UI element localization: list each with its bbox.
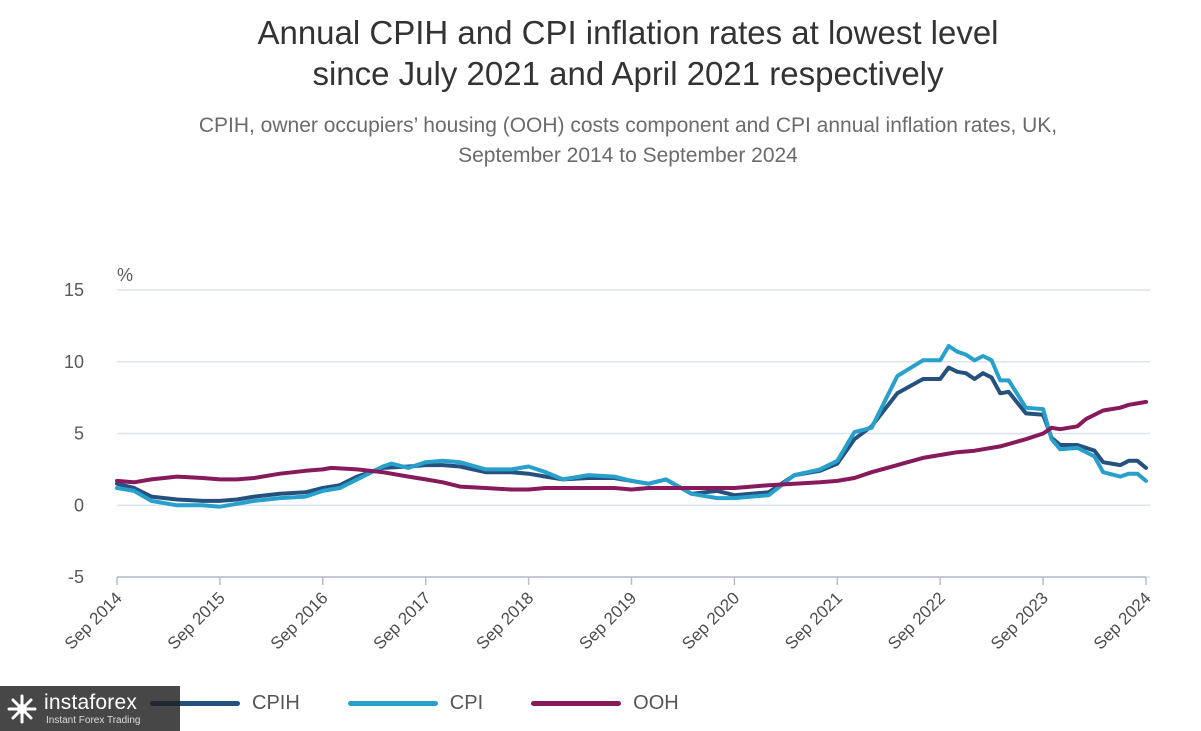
legend-label-ooh: OOH [633, 691, 679, 714]
y-tick-label: -5 [68, 567, 84, 587]
x-tick-label: Sep 2015 [164, 588, 229, 653]
x-tick-label: Sep 2019 [575, 588, 640, 653]
chart-subtitle-line1: CPIH, owner occupiers’ housing (OOH) cos… [198, 114, 1058, 137]
y-tick-label: 15 [64, 280, 84, 300]
instaforex-watermark: instaforex Instant Forex Trading [0, 686, 180, 731]
legend: CPIH CPI OOH [150, 688, 727, 718]
y-tick-label: 5 [74, 424, 84, 444]
series-lines [115, 344, 1148, 509]
legend-item-cpih: CPIH [150, 692, 300, 715]
x-tick-label: Sep 2024 [1090, 588, 1155, 653]
x-tick-label: Sep 2023 [987, 588, 1052, 653]
y-axis-unit: % [117, 265, 133, 285]
legend-label-cpih: CPIH [252, 691, 300, 714]
x-axis: Sep 2014 Sep 2015 Sep 2016 Sep 2017 Sep 2018… [61, 576, 1155, 653]
x-tick-label: Sep 2020 [678, 588, 743, 653]
x-tick-label: Sep 2016 [267, 588, 332, 653]
legend-swatch-cpih [150, 700, 240, 706]
legend-swatch-ooh [531, 700, 622, 706]
watermark-brand: instaforex [44, 691, 138, 714]
y-tick-label: 10 [64, 352, 84, 372]
legend-item-cpi: CPI [347, 691, 484, 715]
x-tick-label: Sep 2022 [884, 588, 949, 653]
series-line-cpih [115, 365, 1148, 503]
series-line-ooh [115, 399, 1148, 492]
y-tick-label: 0 [74, 495, 84, 515]
chart-subtitle: CPIH, owner occupiers’ housing (OOH) cos… [0, 111, 1201, 171]
gridlines [117, 289, 1150, 578]
x-tick-label: Sep 2014 [61, 588, 126, 653]
watermark-tagline: Instant Forex Trading [46, 715, 141, 726]
x-tick-label: Sep 2017 [370, 588, 435, 653]
x-tick-label: Sep 2018 [473, 588, 538, 653]
chart-title: Annual CPIH and CPI inflation rates at l… [0, 12, 1201, 94]
chart-subtitle-line2: September 2014 to September 2024 [458, 144, 798, 167]
series-line-cpi [115, 344, 1148, 509]
legend-swatch-cpi [347, 700, 438, 706]
chart-title-line1: Annual CPIH and CPI inflation rates at l… [257, 14, 999, 51]
chart-title-line2: since July 2021 and April 2021 respectiv… [312, 55, 944, 92]
y-axis: 15 10 5 0 -5 [64, 280, 84, 587]
legend-label-cpi: CPI [449, 691, 484, 714]
legend-item-ooh: OOH [531, 692, 679, 715]
x-tick-label: Sep 2021 [781, 588, 846, 653]
instaforex-logo-icon [7, 694, 37, 724]
